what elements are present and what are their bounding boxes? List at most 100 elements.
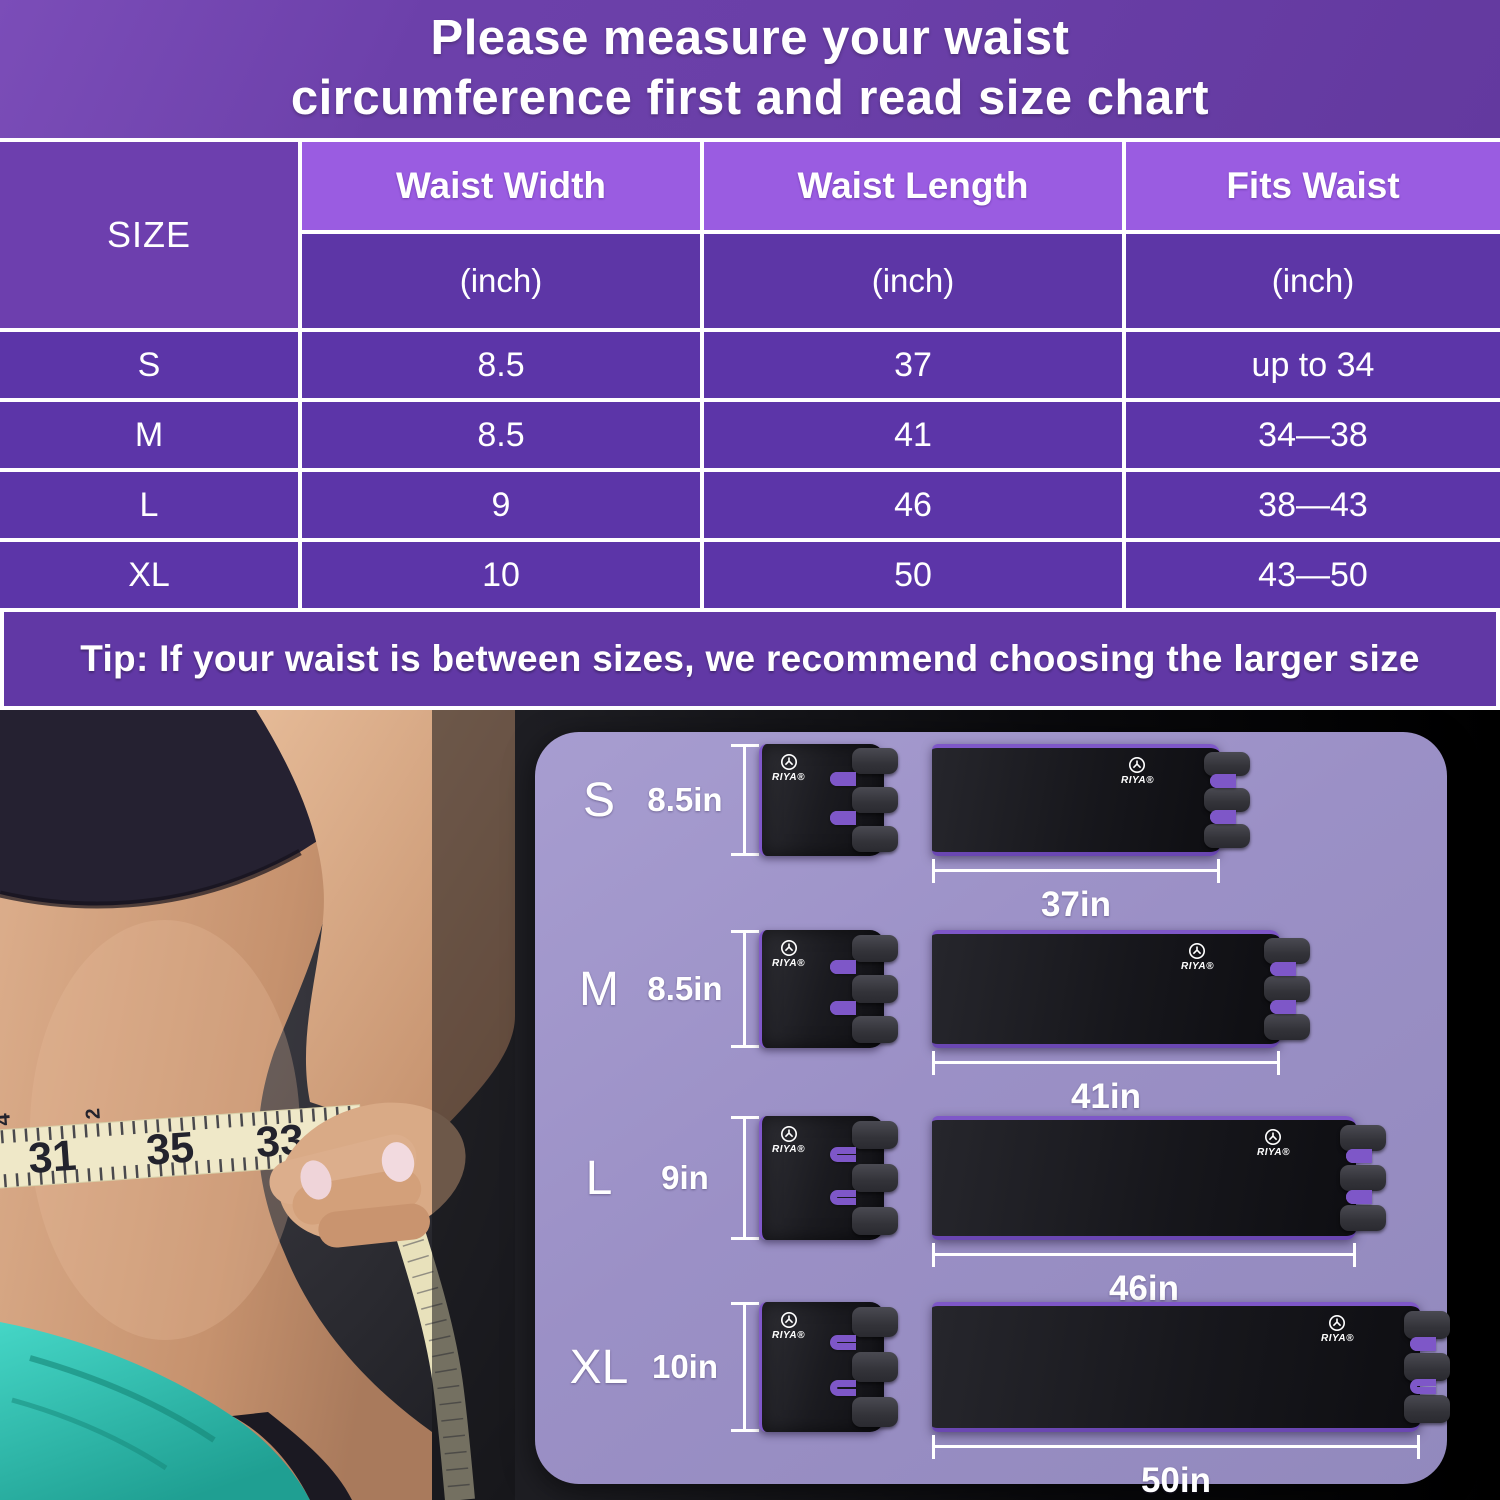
belt-front-piece: RIYA® — [759, 1302, 914, 1432]
belt-tab — [852, 748, 898, 775]
row-s-fits: up to 34 — [1126, 332, 1500, 398]
belt-tab — [1404, 1310, 1450, 1339]
unit-label-waist-length: (inch) — [704, 234, 1122, 328]
belt-tab — [1264, 1014, 1310, 1040]
belt-tab — [852, 1307, 898, 1338]
belt-tab — [852, 1016, 898, 1044]
riya-brand-logo: RIYA® — [772, 753, 805, 783]
diagram-row-s: S 8.5in RIYA® RIYA® — [535, 744, 1447, 930]
belt-front-piece: RIYA® — [759, 744, 914, 856]
row-xl-size: XL — [0, 542, 298, 608]
tape-number: 31 — [27, 1132, 78, 1183]
belt-hook — [1346, 1189, 1372, 1204]
diagram-size-label: M — [579, 962, 619, 1016]
diagram-row-l: L 9in RIYA® RIYA® — [535, 1116, 1447, 1308]
column-header-waist-width: Waist Width — [302, 142, 700, 230]
width-measure-bracket — [731, 1116, 759, 1240]
belt-hook — [830, 959, 856, 974]
diagram-width-label: 8.5in — [647, 970, 723, 1007]
belt-hook — [1210, 774, 1236, 788]
belt-hook — [1210, 810, 1236, 825]
row-m-fits: 34—38 — [1126, 402, 1500, 468]
belt-tab — [1404, 1395, 1450, 1424]
width-measure-bracket — [731, 744, 759, 856]
belt-hook — [1410, 1336, 1436, 1352]
riya-brand-logo: RIYA® — [772, 1125, 805, 1155]
tip-text: Tip: If your waist is between sizes, we … — [80, 638, 1420, 679]
belt-hook — [830, 1334, 856, 1351]
belt-tab — [852, 1396, 898, 1427]
belt-tab — [1204, 823, 1250, 848]
row-s-width: 8.5 — [302, 332, 700, 398]
belt-hook — [830, 1147, 856, 1162]
row-l-width: 9 — [302, 472, 700, 538]
row-xl-fits: 43—50 — [1126, 542, 1500, 608]
length-measure-bracket — [932, 1243, 1356, 1267]
belt-hook — [830, 1190, 856, 1206]
size-diagram-panel: S 8.5in RIYA® RIYA® — [535, 732, 1450, 1500]
length-measure-bracket — [932, 1435, 1420, 1459]
belt-tab — [1340, 1124, 1386, 1152]
belt-hook — [830, 811, 856, 826]
diagram-row-m: M 8.5in RIYA® RIYA® — [535, 930, 1447, 1116]
page-title-line2: circumference first and read size chart — [290, 71, 1210, 125]
row-s-size: S — [0, 332, 298, 398]
diagram-length-label: 41in — [1070, 1077, 1142, 1116]
riya-brand-logo: RIYA® — [1181, 942, 1214, 972]
column-header-waist-length: Waist Length — [704, 142, 1122, 230]
belt-band: RIYA® — [932, 744, 1250, 856]
column-header-fits-waist: Fits Waist — [1126, 142, 1500, 230]
belt-tab — [852, 825, 898, 852]
row-l-size: L — [0, 472, 298, 538]
belt-tab — [852, 1120, 898, 1150]
diagram-width-label: 8.5in — [647, 781, 723, 818]
size-column-header: SIZE — [0, 142, 298, 328]
belt-front-piece: RIYA® — [759, 930, 914, 1048]
belt-tab — [1264, 976, 1310, 1002]
belt-tab — [1264, 938, 1310, 964]
row-s-length: 37 — [704, 332, 1122, 398]
diagram-row-xl: XL 10in RIYA® RIYA® — [535, 1302, 1450, 1500]
belt-hook — [1270, 961, 1296, 976]
hand — [269, 1102, 466, 1248]
unit-label-waist-width: (inch) — [302, 234, 700, 328]
belt-hook — [1346, 1149, 1372, 1163]
belt-band: RIYA® — [932, 930, 1310, 1048]
belt-tab — [852, 1163, 898, 1193]
row-m-size: M — [0, 402, 298, 468]
riya-brand-logo: RIYA® — [772, 1311, 805, 1341]
teal-waistband — [0, 1322, 310, 1500]
belt-hook — [1270, 1000, 1296, 1014]
belt-tab — [1340, 1204, 1386, 1232]
diagram-size-label: S — [582, 773, 615, 827]
belt-tab — [852, 934, 898, 962]
diagram-size-label: L — [585, 1151, 613, 1205]
diagram-length-label: 37in — [1040, 885, 1112, 924]
diagram-width-label: 10in — [651, 1348, 719, 1385]
length-measure-bracket — [932, 859, 1220, 883]
riya-brand-logo: RIYA® — [1321, 1314, 1354, 1344]
row-m-length: 41 — [704, 402, 1122, 468]
diagram-width-label: 9in — [661, 1159, 709, 1196]
belt-tab — [1340, 1164, 1386, 1192]
belt-front-piece: RIYA® — [759, 1116, 914, 1240]
width-measure-bracket — [731, 1302, 759, 1432]
row-xl-width: 10 — [302, 542, 700, 608]
tape-number: 35 — [145, 1123, 196, 1174]
belt-tab — [852, 787, 898, 813]
dark-shorts — [232, 1412, 352, 1500]
size-chart-grid: SIZE Waist Width Waist Length Fits Waist… — [0, 142, 1500, 608]
row-l-length: 46 — [704, 472, 1122, 538]
tip-banner: Tip: If your waist is between sizes, we … — [0, 608, 1500, 710]
belt-hook — [830, 1380, 856, 1396]
unit-label-fits-waist: (inch) — [1126, 234, 1500, 328]
fingernail — [381, 1142, 415, 1182]
row-l-fits: 38—43 — [1126, 472, 1500, 538]
riya-brand-logo: RIYA® — [772, 939, 805, 969]
diagram-size-label: XL — [569, 1340, 629, 1394]
diagram-length-label: 46in — [1108, 1269, 1180, 1308]
belt-tab — [852, 1206, 898, 1236]
riya-brand-logo: RIYA® — [1257, 1128, 1290, 1158]
page-title-line1: Please measure your waist — [430, 11, 1070, 66]
row-m-width: 8.5 — [302, 402, 700, 468]
